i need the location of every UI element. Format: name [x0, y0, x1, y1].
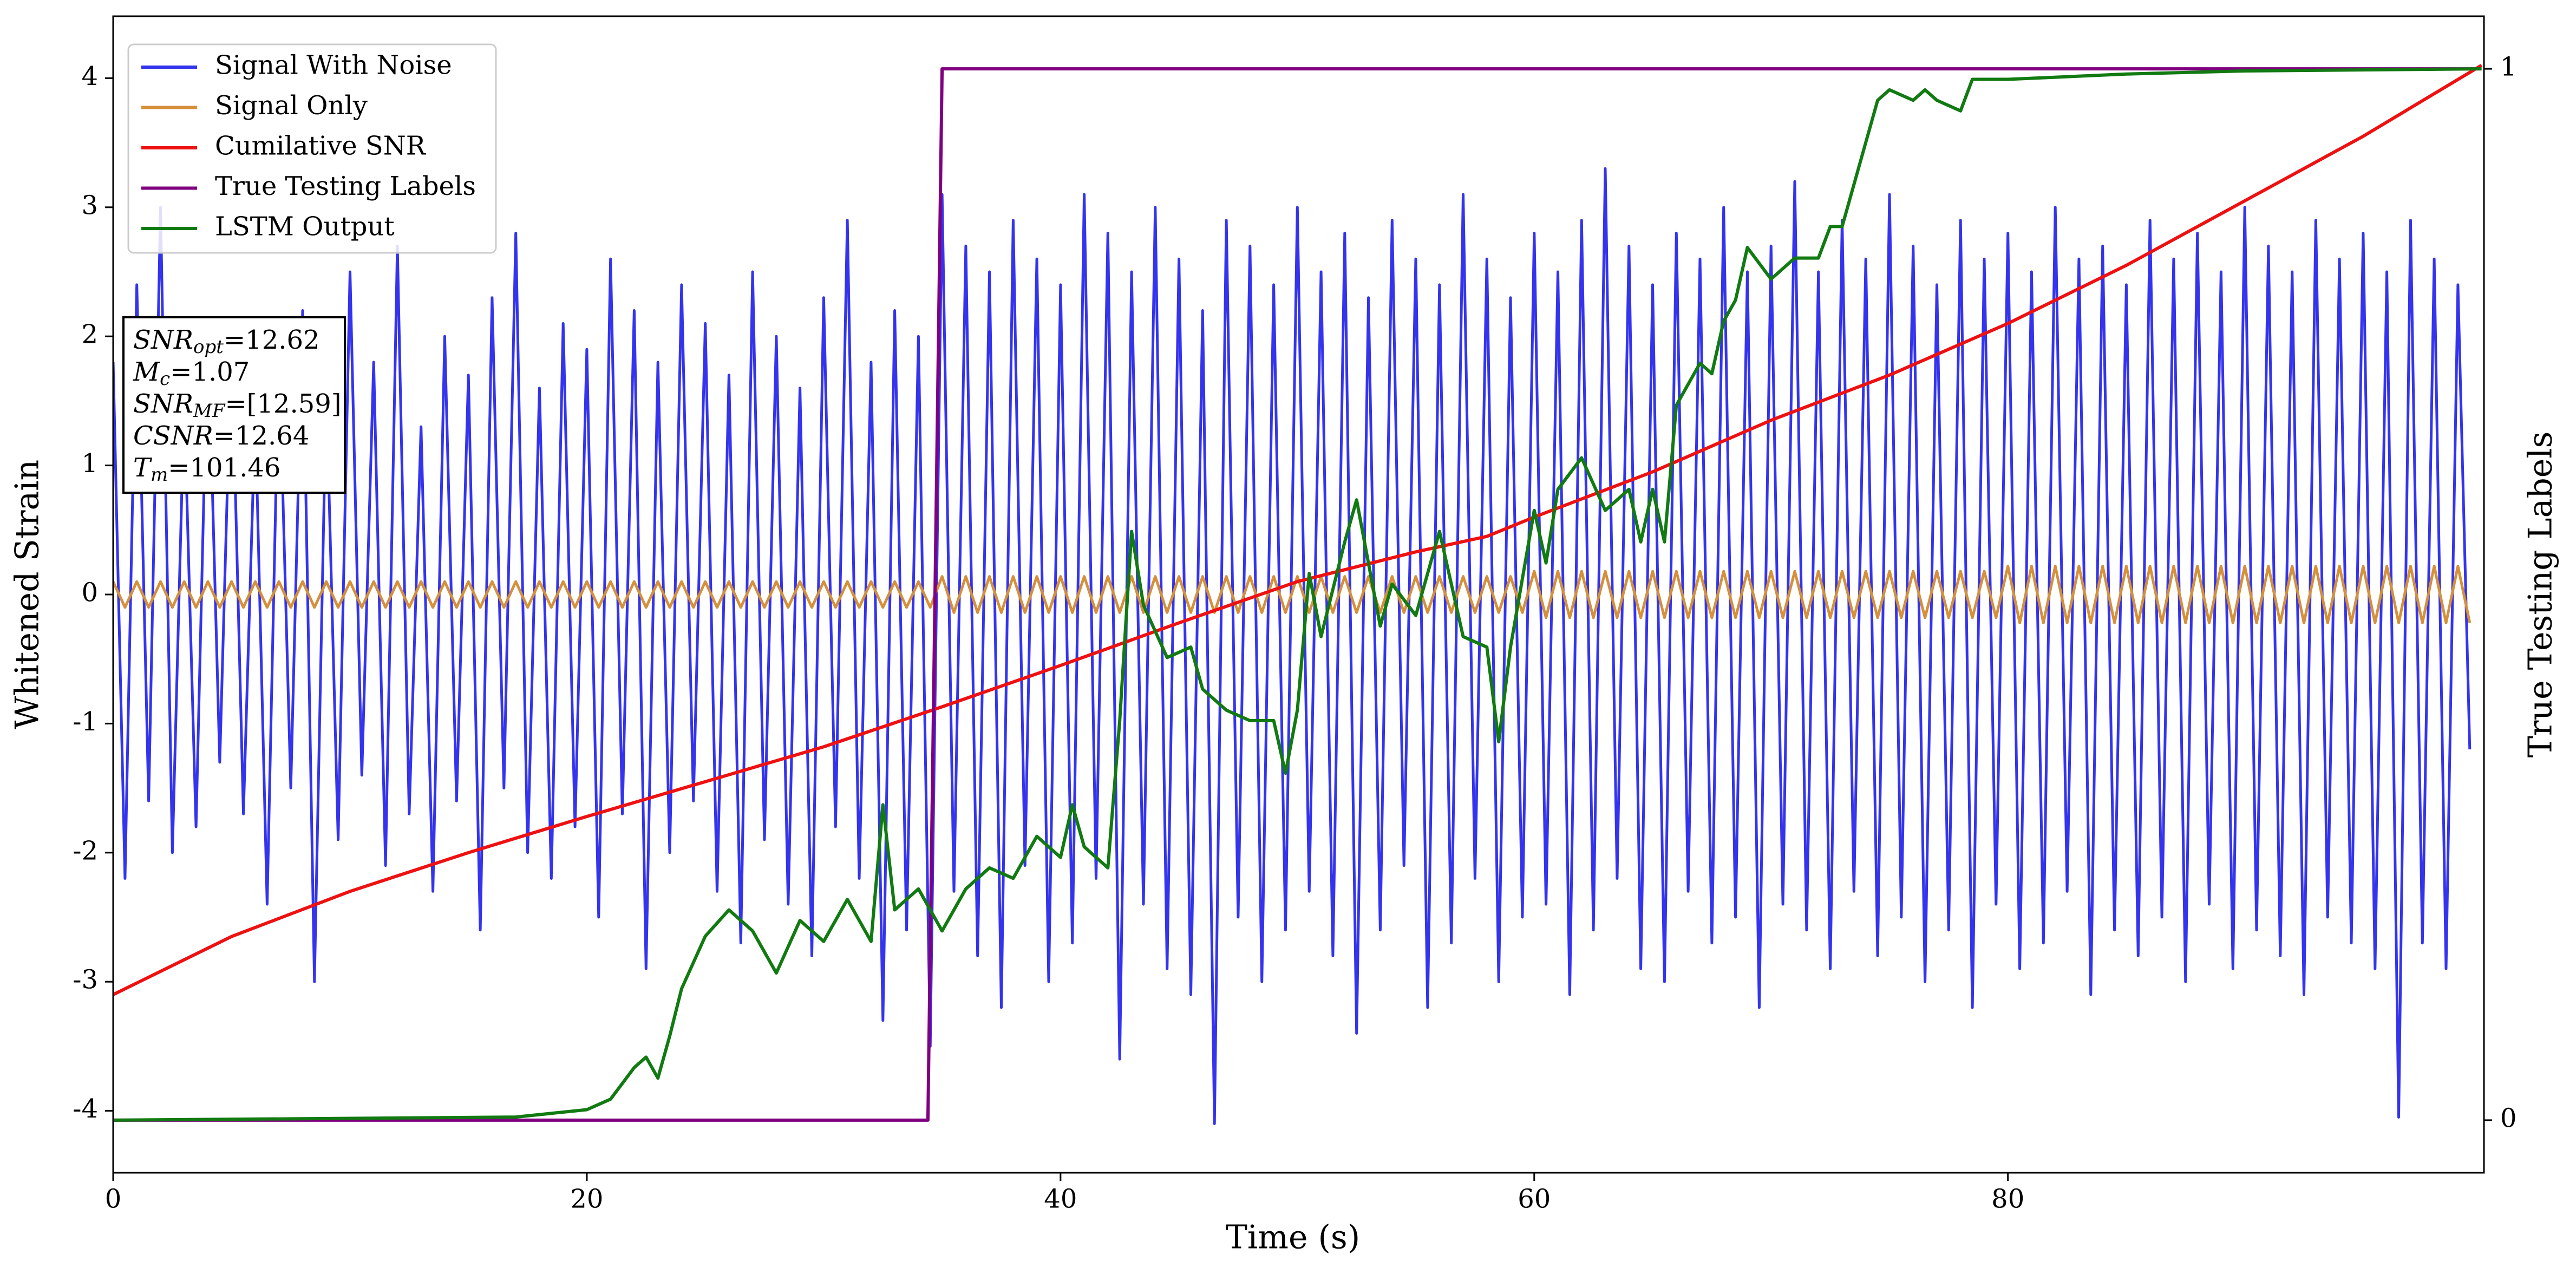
annotation-symbol: CSNR	[133, 421, 213, 451]
x-axis-label: Time (s)	[1226, 1219, 1360, 1257]
x-tick-label: 40	[1044, 1184, 1077, 1214]
annotation-symbol: SNR	[133, 389, 193, 419]
y-tick-label: 1	[81, 448, 98, 479]
legend-label: Cumilative SNR	[215, 131, 427, 161]
annotation-subscript: opt	[193, 336, 224, 358]
annotation-symbol: SNR	[133, 325, 193, 355]
series-line	[113, 67, 2482, 1122]
x-tick-label: 0	[105, 1184, 122, 1214]
x-tick-label: 60	[1518, 1184, 1551, 1214]
annotation-line: CSNR=12.64	[133, 421, 309, 451]
annotation-value: =[12.59]	[225, 389, 341, 419]
series-line	[113, 167, 2472, 1125]
legend-box	[127, 43, 497, 254]
annotation-line: Mc=1.07	[133, 357, 250, 390]
series-line	[113, 565, 2472, 624]
annotation-line: SNRMF=[12.59]	[133, 389, 342, 422]
annotation-line: SNRopt=12.62	[133, 325, 320, 358]
y2-axis-label: True Testing Labels	[2522, 432, 2560, 758]
y2-tick-label: 1	[2500, 52, 2517, 82]
legend-label: Signal With Noise	[215, 50, 452, 81]
annotation-subscript: m	[151, 464, 168, 486]
legend-label: Signal Only	[215, 90, 368, 121]
annotation-value: =12.64	[213, 421, 310, 451]
series-line	[113, 64, 2483, 996]
series-line	[113, 67, 2482, 1122]
y-tick-label: 3	[81, 190, 98, 220]
annotation-symbol: M	[133, 357, 161, 387]
y2-tick-label: 0	[2500, 1103, 2517, 1133]
legend-label: True Testing Labels	[215, 171, 476, 201]
annotation-box	[122, 316, 346, 494]
y-tick-label: 4	[81, 61, 98, 92]
y-tick-label: -1	[73, 707, 98, 737]
x-tick-label: 20	[570, 1184, 603, 1214]
legend-label: LSTM Output	[215, 212, 395, 242]
annotation-subscript: c	[160, 368, 170, 390]
annotation-symbol: T	[133, 453, 152, 483]
annotation-value: =12.62	[224, 325, 320, 355]
y-tick-label: 0	[81, 578, 98, 608]
y-tick-label: 2	[81, 319, 98, 350]
x-tick-label: 80	[1991, 1184, 2024, 1214]
y-axis-label: Whitened Strain	[9, 460, 47, 729]
y-tick-label: -2	[73, 835, 98, 866]
annotation-value: =101.46	[168, 453, 280, 483]
annotation-value: =1.07	[170, 357, 250, 387]
y-tick-label: -4	[73, 1094, 98, 1124]
annotation-subscript: MF	[193, 400, 226, 422]
annotation-line: Tm=101.46	[133, 453, 280, 486]
y-tick-label: -3	[73, 965, 98, 995]
